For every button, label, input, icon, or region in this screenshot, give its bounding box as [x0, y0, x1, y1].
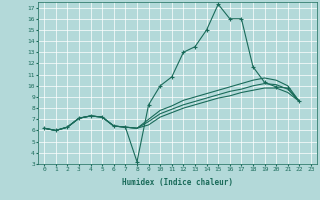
X-axis label: Humidex (Indice chaleur): Humidex (Indice chaleur) [122, 178, 233, 187]
